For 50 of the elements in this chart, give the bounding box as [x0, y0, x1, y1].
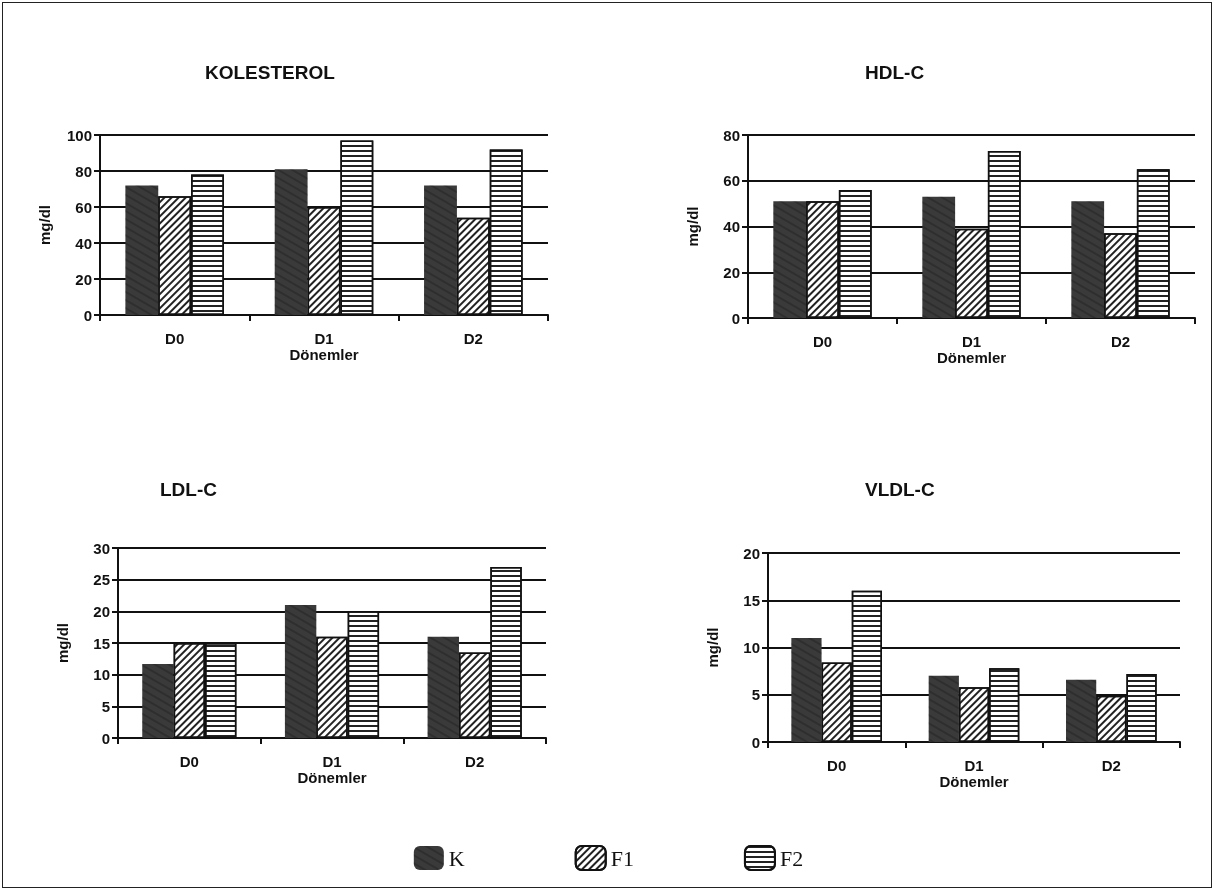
x-axis-title: Dönemler — [939, 773, 1009, 790]
y-axis-title: mg/dl — [54, 623, 71, 663]
legend-label: K — [448, 845, 465, 871]
y-axis-title: mg/dl — [704, 627, 721, 668]
x-axis-title: Dönemler — [297, 769, 367, 786]
x-tick-label: D1 — [964, 757, 984, 774]
y-tick-label: 5 — [751, 686, 760, 704]
y-tick-label: 15 — [743, 591, 760, 609]
chart-title: LDL-C — [160, 479, 218, 500]
x-tick-label: D0 — [812, 333, 833, 350]
y-tick-label: 20 — [75, 270, 92, 288]
y-tick-label: 10 — [93, 666, 110, 684]
y-tick-label: 0 — [101, 729, 110, 747]
x-tick-label: D0 — [827, 757, 847, 774]
x-axis-title: Dönemler — [289, 346, 359, 363]
y-tick-label: 25 — [93, 571, 110, 589]
x-tick-label: D0 — [179, 753, 199, 770]
y-tick-label: 0 — [731, 309, 740, 327]
y-tick-label: 20 — [93, 602, 110, 620]
y-axis-title: mg/dl — [36, 205, 53, 245]
y-tick-label: 100 — [66, 126, 92, 144]
x-tick-label: D1 — [322, 753, 342, 770]
y-axis-title: mg/dl — [684, 206, 701, 247]
x-tick-label: D2 — [1110, 333, 1131, 350]
y-tick-label: 0 — [83, 306, 92, 324]
x-axis-title: Dönemler — [936, 349, 1007, 366]
y-tick-label: 20 — [743, 544, 760, 562]
chart-title: KOLESTEROL — [205, 62, 336, 83]
y-tick-label: 20 — [723, 263, 740, 281]
x-tick-label: D2 — [463, 330, 483, 347]
x-tick-label: D1 — [314, 330, 334, 347]
y-tick-label: 0 — [751, 733, 760, 751]
legend-label: F1 — [610, 845, 634, 871]
y-tick-label: 30 — [93, 539, 110, 557]
y-tick-label: 15 — [93, 634, 110, 652]
x-tick-label: D0 — [165, 330, 185, 347]
y-tick-label: 10 — [743, 639, 760, 656]
chart-title: VLDL-C — [865, 479, 935, 500]
x-tick-label: D2 — [1101, 757, 1121, 774]
y-tick-label: 80 — [75, 162, 92, 180]
y-tick-label: 60 — [723, 172, 740, 190]
y-tick-label: 60 — [75, 198, 92, 216]
y-tick-label: 5 — [101, 697, 110, 715]
y-tick-label: 40 — [723, 218, 740, 235]
legend-label: F2 — [779, 845, 804, 871]
x-tick-label: D1 — [961, 333, 982, 350]
chart-title: HDL-C — [865, 62, 925, 83]
y-tick-label: 40 — [75, 234, 92, 252]
x-tick-label: D2 — [465, 753, 485, 770]
y-tick-label: 80 — [723, 126, 740, 144]
